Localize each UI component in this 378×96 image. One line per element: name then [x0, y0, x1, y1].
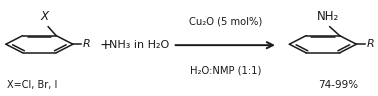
Text: H₂O:NMP (1:1): H₂O:NMP (1:1): [189, 66, 261, 76]
Text: 74-99%: 74-99%: [318, 80, 358, 90]
Text: Cu₂O (5 mol%): Cu₂O (5 mol%): [189, 17, 262, 26]
Text: +: +: [99, 38, 111, 52]
Text: X: X: [40, 10, 48, 23]
Text: R: R: [367, 39, 374, 49]
Text: R: R: [83, 39, 91, 49]
Text: NH₂: NH₂: [317, 10, 339, 23]
Text: NH₃ in H₂O: NH₃ in H₂O: [109, 40, 169, 50]
Text: X=Cl, Br, I: X=Cl, Br, I: [8, 80, 58, 90]
